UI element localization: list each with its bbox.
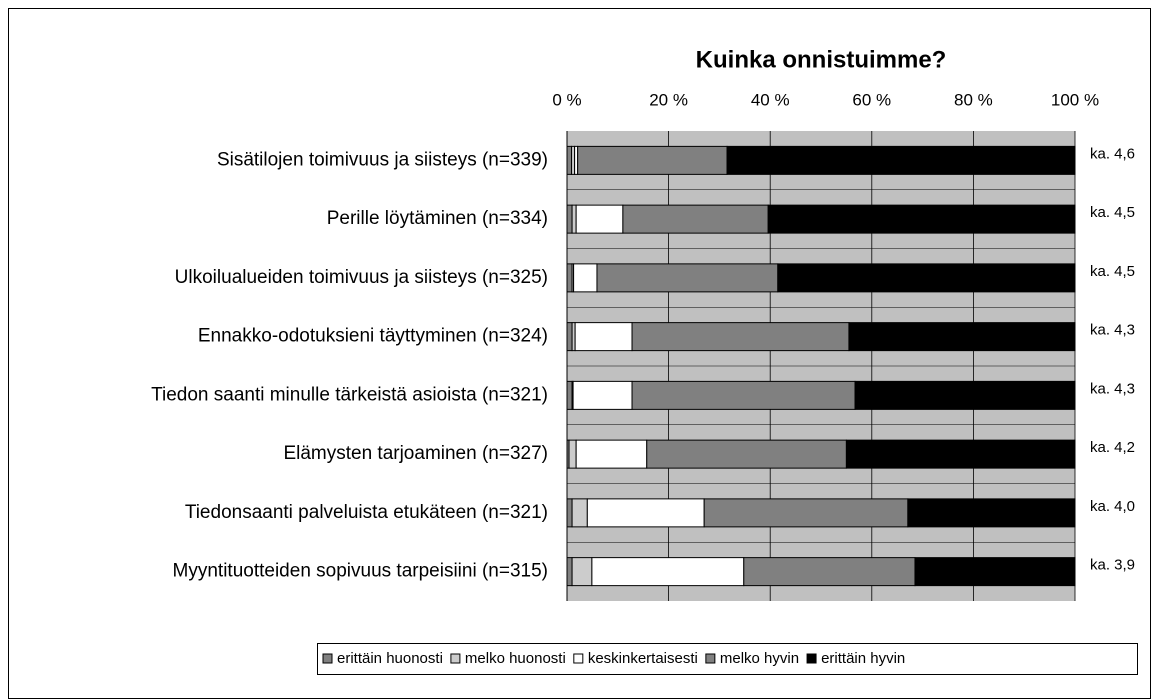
legend-swatch (322, 653, 333, 664)
annotation: ka. 4,3 (1090, 380, 1135, 397)
bar-segment (703, 498, 909, 528)
bar-segment (573, 263, 598, 293)
y-tick-label: Elämysten tarjoaminen (n=327) (283, 443, 548, 464)
x-tick-label: 0 % (552, 90, 581, 109)
x-tick-label: 80 % (954, 90, 993, 109)
bar-segment (577, 145, 728, 175)
bar-segment (575, 439, 648, 469)
chart-title: Kuinka onnistuimme? (696, 46, 947, 73)
bar-segment (596, 263, 779, 293)
x-tick-label: 60 % (852, 90, 891, 109)
bar-segment (566, 263, 573, 293)
bar-segment (575, 204, 624, 234)
bar-segment (777, 263, 1076, 293)
bar-segment (845, 439, 1076, 469)
bar-segment (586, 498, 705, 528)
bar-segment (568, 439, 577, 469)
bar-segment (907, 498, 1076, 528)
legend-swatch (450, 653, 461, 664)
annotation: ka. 4,2 (1090, 439, 1135, 456)
bar-segment (571, 204, 577, 234)
bar-segment (566, 557, 573, 587)
bar-segment (848, 322, 1076, 352)
y-tick-label: Sisätilojen toimivuus ja siisteys (n=339… (217, 149, 548, 170)
legend-swatch (806, 653, 817, 664)
bar-segment (591, 557, 745, 587)
bar-segment (574, 322, 633, 352)
bar-segment (566, 498, 573, 528)
legend-swatch (573, 653, 584, 664)
legend-label: melko hyvin (720, 650, 799, 667)
x-tick-label: 40 % (751, 90, 790, 109)
annotation: ka. 4,5 (1090, 263, 1135, 280)
bar-segment (566, 204, 573, 234)
legend-label: keskinkertaisesti (588, 650, 698, 667)
x-tick-label: 100 % (1051, 90, 1099, 109)
y-tick-label: Tiedonsaanti palveluista etukäteen (n=32… (185, 502, 548, 523)
y-tick-label: Ennakko-odotuksieni täyttyminen (n=324) (198, 326, 548, 347)
y-tick-label: Perille löytäminen (n=334) (327, 208, 548, 229)
bar-segment (566, 322, 573, 352)
y-tick-label: Ulkoilualueiden toimivuus ja siisteys (n… (175, 267, 548, 288)
annotation: ka. 3,9 (1090, 557, 1135, 574)
legend-label: erittäin hyvin (821, 650, 905, 667)
bar-segment (854, 380, 1076, 410)
bar-segment (631, 322, 850, 352)
bar-segment (566, 145, 573, 175)
legend-swatch (705, 653, 716, 664)
bar-segment (572, 380, 633, 410)
bar-segment (726, 145, 1076, 175)
bar-segment (743, 557, 916, 587)
bar-segment (571, 557, 593, 587)
bar-segment (631, 380, 856, 410)
y-tick-label: Tiedon saanti minulle tärkeistä asioista… (151, 384, 548, 405)
bar-segment (571, 498, 588, 528)
bar-segment (622, 204, 769, 234)
bar-segment (646, 439, 847, 469)
annotation: ka. 4,0 (1090, 498, 1135, 515)
x-tick-label: 20 % (649, 90, 688, 109)
annotation: ka. 4,6 (1090, 145, 1135, 162)
annotation: ka. 4,3 (1090, 322, 1135, 339)
legend-label: melko huonosti (465, 650, 566, 667)
bar-segment (566, 380, 573, 410)
y-tick-label: Myyntituotteiden sopivuus tarpeisiini (n… (173, 561, 548, 582)
legend-label: erittäin huonosti (337, 650, 443, 667)
annotation: ka. 4,5 (1090, 204, 1135, 221)
bar-segment (914, 557, 1076, 587)
bar-segment (767, 204, 1076, 234)
